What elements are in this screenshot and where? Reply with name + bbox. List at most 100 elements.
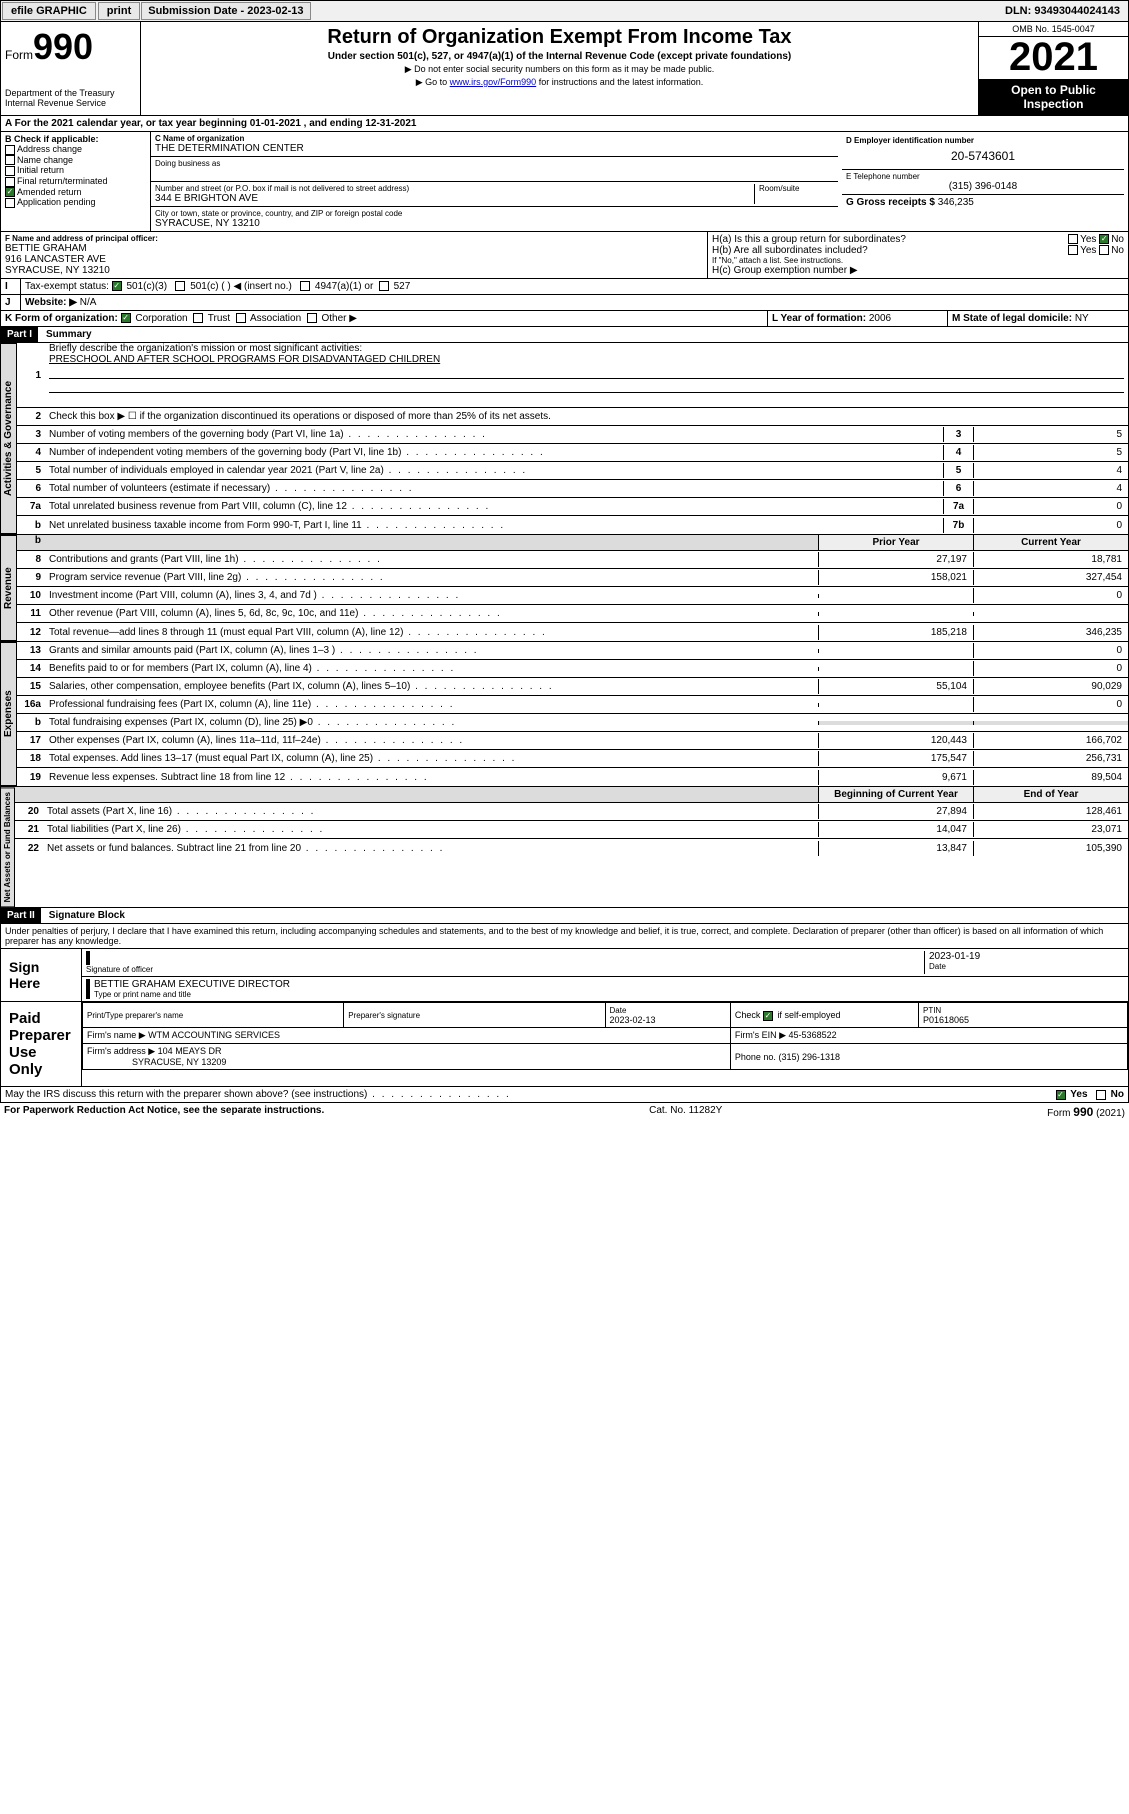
hb-yes-checkbox[interactable] [1068, 245, 1078, 255]
instructions-link[interactable]: www.irs.gov/Form990 [450, 77, 537, 87]
section-b-checkbox[interactable] [5, 166, 15, 176]
hb-label: H(b) Are all subordinates included? [712, 245, 868, 256]
section-b-item: Address change [5, 144, 146, 155]
section-b-item: Application pending [5, 197, 146, 208]
part2-title: Signature Block [41, 910, 125, 921]
vtab-governance: Activities & Governance [1, 343, 17, 534]
prep-date: 2023-02-13 [610, 1015, 656, 1025]
k-association: Association [250, 313, 301, 324]
check-label: Check [735, 1010, 761, 1020]
opt-501c3: 501(c)(3) [126, 281, 167, 292]
type-name-label: Type or print name and title [94, 990, 1124, 999]
ein-value: 20-5743601 [846, 145, 1120, 167]
form-label: Form990 [5, 26, 136, 68]
opt-4947: 4947(a)(1) or [315, 281, 373, 292]
section-b: B Check if applicable: Address changeNam… [1, 132, 151, 231]
part2-header-row: Part II Signature Block [0, 908, 1129, 924]
print-button[interactable]: print [98, 2, 140, 20]
section-b-checkbox[interactable] [5, 155, 15, 165]
summary-line: 5Total number of individuals employed in… [17, 462, 1128, 480]
section-b-label: Application pending [17, 197, 96, 207]
m-label: M State of legal domicile: [952, 313, 1072, 324]
paid-preparer-label: Paid Preparer Use Only [1, 1002, 81, 1086]
sign-here-block: Sign Here Signature of officer 2023-01-1… [0, 949, 1129, 1002]
prep-sig-label: Preparer's signature [348, 1011, 420, 1020]
form-header: Form990 Department of the Treasury Inter… [0, 22, 1129, 116]
revenue-line: 12Total revenue—add lines 8 through 11 (… [17, 623, 1128, 641]
501c3-checkbox[interactable] [112, 281, 122, 291]
sig-officer-label: Signature of officer [86, 965, 924, 974]
col-beginning: Beginning of Current Year [818, 787, 973, 802]
k-label: K Form of organization: [5, 313, 118, 324]
prep-name-label: Print/Type preparer's name [87, 1011, 183, 1020]
discuss-yes-checkbox[interactable] [1056, 1090, 1066, 1100]
527-checkbox[interactable] [379, 281, 389, 291]
expense-line: 16aProfessional fundraising fees (Part I… [17, 696, 1128, 714]
mission-text: PRESCHOOL AND AFTER SCHOOL PROGRAMS FOR … [49, 354, 1124, 365]
form-number: 990 [33, 26, 93, 67]
hb-note: If "No," attach a list. See instructions… [712, 256, 1124, 265]
ha-yes-checkbox[interactable] [1068, 234, 1078, 244]
hb-yes: Yes [1080, 245, 1096, 256]
dba-label: Doing business as [155, 159, 834, 168]
k-corp-checkbox[interactable] [121, 313, 131, 323]
section-b-checkbox[interactable] [5, 187, 15, 197]
tax-status-label: Tax-exempt status: [25, 281, 109, 292]
i-label: I [1, 279, 21, 294]
paperwork-notice: For Paperwork Reduction Act Notice, see … [4, 1105, 324, 1119]
k-assoc-checkbox[interactable] [236, 313, 246, 323]
section-b-label: Name change [17, 155, 73, 165]
gross-receipts-value: 346,235 [938, 197, 974, 208]
netassets-line: 21Total liabilities (Part X, line 26)14,… [15, 821, 1128, 839]
section-b-label: B Check if applicable: [5, 134, 146, 144]
k-trust-checkbox[interactable] [193, 313, 203, 323]
ha-no-checkbox[interactable] [1099, 234, 1109, 244]
k-other-checkbox[interactable] [307, 313, 317, 323]
page-footer: For Paperwork Reduction Act Notice, see … [0, 1103, 1129, 1121]
note2-post: for instructions and the latest informat… [536, 77, 703, 87]
declaration-text: Under penalties of perjury, I declare th… [0, 924, 1129, 949]
expense-line: 17Other expenses (Part IX, column (A), l… [17, 732, 1128, 750]
part2-badge: Part II [1, 908, 41, 923]
hb-no-checkbox[interactable] [1099, 245, 1109, 255]
section-b-checkbox[interactable] [5, 198, 15, 208]
firm-addr2: SYRACUSE, NY 13209 [132, 1057, 226, 1067]
ha-yes: Yes [1080, 234, 1096, 245]
4947-checkbox[interactable] [300, 281, 310, 291]
self-emp-label: if self-employed [777, 1010, 840, 1020]
section-b-item: Initial return [5, 165, 146, 176]
expense-line: 14Benefits paid to or for members (Part … [17, 660, 1128, 678]
discuss-no: No [1111, 1089, 1124, 1100]
discuss-no-checkbox[interactable] [1096, 1090, 1106, 1100]
self-emp-checkbox[interactable] [763, 1011, 773, 1021]
summary-line: 7aTotal unrelated business revenue from … [17, 498, 1128, 516]
form-footer: Form 990 (2021) [1047, 1105, 1125, 1119]
section-i: I Tax-exempt status: 501(c)(3) 501(c) ( … [0, 279, 1129, 295]
room-label: Room/suite [759, 184, 834, 193]
section-j: J Website: ▶ N/A [0, 295, 1129, 311]
summary-line: bNet unrelated business taxable income f… [17, 516, 1128, 534]
firm-name-label: Firm's name ▶ [87, 1030, 146, 1040]
501c-checkbox[interactable] [175, 281, 185, 291]
part1-header-row: Part I Summary [0, 327, 1129, 343]
revenue-line: 11Other revenue (Part VIII, column (A), … [17, 605, 1128, 623]
org-name: THE DETERMINATION CENTER [155, 143, 834, 154]
officer-name: BETTIE GRAHAM [5, 243, 703, 254]
addr-label: Number and street (or P.O. box if mail i… [155, 184, 754, 193]
prep-date-label: Date [610, 1006, 627, 1015]
form-word: Form [5, 48, 33, 62]
cat-number: Cat. No. 11282Y [649, 1105, 722, 1119]
efile-button[interactable]: efile GRAPHIC [2, 2, 96, 20]
hc-label: H(c) Group exemption number ▶ [712, 265, 1124, 276]
phone-label: E Telephone number [846, 172, 1120, 181]
section-b-checkbox[interactable] [5, 145, 15, 155]
part1-badge: Part I [1, 327, 38, 342]
ha-label: H(a) Is this a group return for subordin… [712, 234, 906, 245]
line1-label: Briefly describe the organization's miss… [49, 343, 362, 354]
discuss-yes: Yes [1070, 1089, 1087, 1100]
city-state-zip: SYRACUSE, NY 13210 [155, 218, 834, 229]
netassets-line: 22Net assets or fund balances. Subtract … [15, 839, 1128, 857]
ptin-label: PTIN [923, 1006, 941, 1015]
street-address: 344 E BRIGHTON AVE [155, 193, 754, 204]
section-b-checkbox[interactable] [5, 177, 15, 187]
